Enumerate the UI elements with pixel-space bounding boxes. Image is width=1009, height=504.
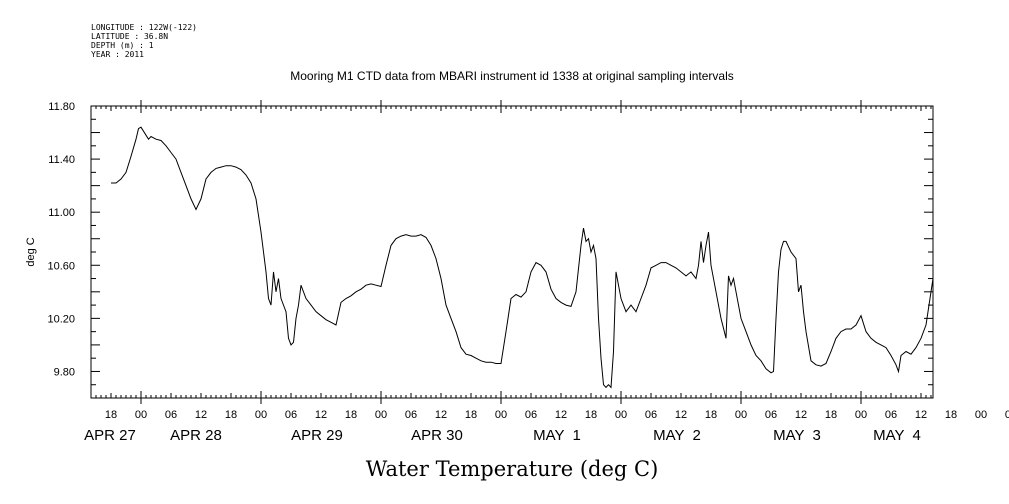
longitude-line: LONGITUDE : 122W(-122) — [91, 23, 197, 32]
x-date-label: APR 27 — [84, 427, 136, 444]
x-hour-label: 00 — [495, 409, 507, 421]
x-hour-label: 18 — [585, 409, 597, 421]
x-hour-label: 12 — [795, 409, 807, 421]
x-hour-label: 18 — [105, 409, 117, 421]
y-tick-label: 10.60 — [47, 260, 75, 272]
x-hour-label: 12 — [435, 409, 447, 421]
y-tick-label: 11.00 — [48, 207, 75, 219]
x-hour-label: 06 — [165, 409, 177, 421]
x-hour-label: 12 — [195, 409, 207, 421]
x-hour-label: 06 — [1005, 409, 1009, 421]
y-tick-labels: 9.80 10.20 10.60 11.00 11.40 11.80 — [47, 101, 75, 378]
x-hour-label: 00 — [375, 409, 387, 421]
x-hour-label: 18 — [345, 409, 357, 421]
x-hour-label: 12 — [555, 409, 567, 421]
chart-title: Mooring M1 CTD data from MBARI instrumen… — [290, 69, 734, 83]
x-date-label: MAY 4 — [873, 427, 921, 444]
x-hour-labels: 18 00 06 12 18 00 06 12 18 00 06 12 18 00 06 12 18 00 06 12… — [105, 409, 1009, 421]
x-date-label: MAY 2 — [653, 427, 701, 444]
plot-frame — [90, 105, 934, 399]
x-hour-label: 12 — [315, 409, 327, 421]
x-hour-label: 00 — [255, 409, 267, 421]
depth-line: DEPTH (m) : 1 — [91, 41, 154, 50]
y-tick-label: 10.20 — [47, 313, 75, 325]
x-hour-label: 00 — [615, 409, 627, 421]
y-tick-label: 11.80 — [48, 101, 75, 113]
x-hour-label: 00 — [975, 409, 987, 421]
latitude-line: LATITUDE : 36.8N — [91, 32, 168, 41]
x-date-label: MAY 1 — [533, 427, 581, 444]
y-axis-label: deg C — [25, 237, 37, 266]
mooring-metadata: LONGITUDE : 122W(-122) LATITUDE : 36.8N … — [91, 23, 197, 59]
water-temperature-line — [111, 126, 934, 389]
x-hour-label: 18 — [225, 409, 237, 421]
x-date-label: APR 29 — [291, 427, 343, 444]
x-date-labels: APR 27 APR 28 APR 29 APR 30 MAY 1 MAY 2 MAY 3 M… — [84, 427, 921, 444]
x-axis-label: Water Temperature (deg C) — [366, 457, 659, 481]
x-hour-label: 00 — [135, 409, 147, 421]
y-ticks — [91, 105, 933, 399]
year-line: YEAR : 2011 — [91, 50, 144, 59]
x-ticks — [90, 100, 932, 404]
x-hour-label: 18 — [825, 409, 837, 421]
y-tick-label: 9.80 — [54, 366, 75, 378]
x-hour-label: 06 — [645, 409, 657, 421]
x-hour-label: 18 — [945, 409, 957, 421]
x-hour-label: 00 — [855, 409, 867, 421]
x-hour-label: 00 — [735, 409, 747, 421]
x-hour-label: 12 — [675, 409, 687, 421]
x-date-label: MAY 3 — [773, 427, 821, 444]
x-hour-label: 18 — [705, 409, 717, 421]
x-hour-label: 06 — [885, 409, 897, 421]
x-hour-label: 12 — [915, 409, 927, 421]
x-date-label: APR 30 — [411, 427, 463, 444]
x-date-label: APR 28 — [170, 427, 222, 444]
y-tick-label: 11.40 — [48, 154, 75, 166]
x-hour-label: 06 — [285, 409, 297, 421]
x-hour-label: 06 — [765, 409, 777, 421]
x-hour-label: 06 — [525, 409, 537, 421]
x-hour-label: 18 — [465, 409, 477, 421]
x-hour-label: 06 — [405, 409, 417, 421]
